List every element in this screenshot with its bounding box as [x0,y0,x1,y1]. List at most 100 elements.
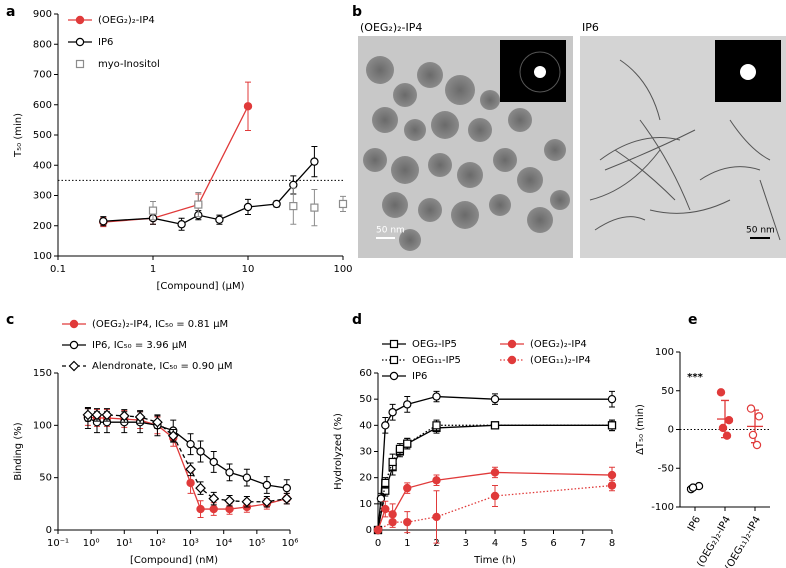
x-tick-label: 10² [149,538,166,549]
marker [82,409,94,421]
y-tick-label: 20 [359,473,372,484]
legend-marker [507,355,517,365]
y-tick-label: 0 [668,425,674,436]
marker [607,394,617,404]
marker [289,180,298,190]
y-axis-label: Hydrolyzed (%) [333,413,344,490]
marker [432,476,441,485]
x-axis-label: [Compound] (nM) [130,555,218,566]
marker [196,447,205,456]
marker [310,203,319,212]
marker [186,478,195,488]
marker [388,408,397,417]
marker [432,421,441,430]
x-tick-label: 10⁻¹ [47,538,69,549]
x-axis-label: Time (h) [473,555,516,566]
y-tick-label: 800 [33,39,52,50]
legend-label: OEG₁₁-IP5 [412,355,461,366]
y-tick-label: 50 [661,386,674,397]
scale-label: 50 nm [376,226,405,236]
marker [243,202,253,212]
marker [381,421,390,430]
marker [272,199,281,209]
scale-label: 50 nm [746,226,775,236]
legend-label: Alendronate, IC₅₀ = 0.90 µM [92,361,232,372]
panel-letter: b [352,4,362,20]
marker [403,483,412,493]
series-line [103,161,315,225]
legend-label: IP6, IC₅₀ = 3.96 µM [92,340,187,351]
marker [281,493,293,504]
y-tick-label: 30 [359,447,372,458]
marker [403,400,412,409]
marker [262,480,272,490]
marker [752,440,762,450]
marker [185,463,196,475]
x-tick-label: 10⁶ [282,538,299,549]
diffraction-inset [500,40,566,102]
panel-letter: e [688,312,698,328]
marker [134,411,146,423]
y-tick-label: 60 [359,368,372,379]
marker [282,483,291,493]
legend-label: IP6 [412,371,427,382]
x-tick-label: 100 [333,264,352,275]
x-tick-label: 4 [492,538,498,549]
y-tick-label: 10 [359,499,372,510]
marker [381,478,390,487]
y-tick-label: 200 [33,221,52,232]
x-axis-label: [Compound] (µM) [156,281,244,292]
marker [388,457,397,467]
marker [376,494,386,503]
marker [718,423,728,433]
x-tick-label: 10 [242,264,255,275]
y-tick-label: 100 [33,420,52,431]
marker [373,525,383,535]
y-tick-label: 40 [359,420,372,431]
marker [432,392,441,401]
marker [196,504,205,514]
marker [91,409,103,421]
x-tick-label: 8 [609,538,615,549]
y-tick-label: 300 [33,191,52,202]
marker [748,430,758,440]
marker [152,416,163,428]
marker [194,200,203,209]
marker [388,517,397,527]
y-tick-label: 900 [33,9,52,20]
x-tick-label: 10⁰ [83,538,100,549]
legend-marker [389,355,399,365]
series-line [377,484,613,531]
x-tick-label: 3 [463,538,469,549]
marker [209,457,218,467]
x-tick-label: 7 [580,538,586,549]
panel-letter: a [6,4,15,20]
series-line [103,105,249,223]
marker [403,517,412,527]
marker [289,201,298,211]
y-tick-label: 50 [39,473,52,484]
marker [381,504,390,514]
marker [186,439,195,449]
marker [754,412,764,421]
panel-b: b 50 nm (OEG₂)₂-IP4 50 nm IP6 [352,4,786,258]
panel-letter: c [6,312,14,328]
series-line [87,417,287,489]
x-tick-label: IP6 [686,515,703,534]
legend-label: OEG₂-IP5 [412,339,457,350]
x-tick-label: 10¹ [116,538,133,549]
y-tick-label: 100 [655,347,674,358]
x-tick-label: 10⁵ [248,538,265,549]
marker [242,473,252,482]
marker [395,444,405,453]
series-line [377,395,612,531]
y-tick-label: -50 [658,463,674,474]
y-tick-label: 0 [366,525,372,536]
marker [243,102,253,111]
marker [746,404,756,413]
legend-marker [69,319,79,329]
marker [403,439,412,448]
marker [688,483,698,492]
x-tick-label: 1 [404,538,410,549]
legend-marker [75,37,85,47]
